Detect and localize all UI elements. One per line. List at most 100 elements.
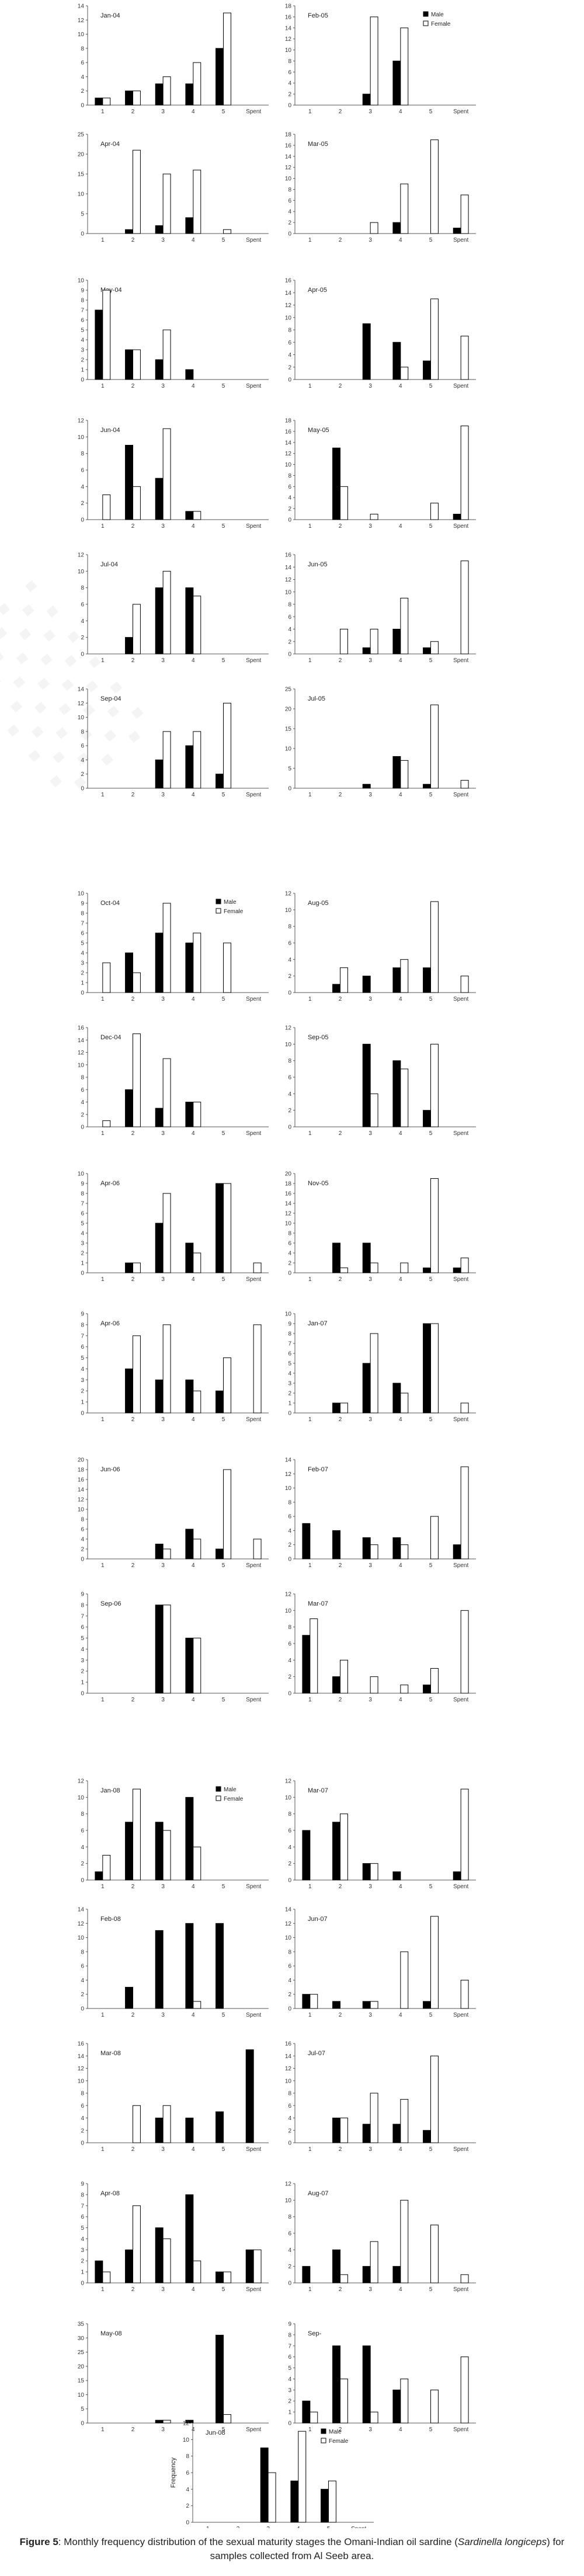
y-tick-label: 6: [288, 1075, 291, 1081]
y-tick-label: 9: [288, 1321, 291, 1328]
y-tick-label: 18: [285, 418, 292, 424]
y-tick-label: 1: [81, 1680, 84, 1686]
bar-male: [215, 774, 224, 789]
x-tick-label: 2: [131, 2286, 135, 2293]
bar-male: [302, 1635, 311, 1694]
y-tick-label: 14: [285, 2053, 292, 2060]
caption-text-post: ) for samples collected from Al Seeb are…: [210, 2536, 565, 2561]
bar-female: [133, 604, 141, 655]
bar-male: [392, 342, 401, 380]
bar-male: [423, 360, 431, 380]
x-tick-label: 5: [222, 2146, 225, 2153]
legend-label-female: Female: [224, 1796, 244, 1802]
bar-female: [430, 1178, 439, 1273]
x-tick-label: 5: [429, 1130, 433, 1137]
x-tick-label: 2: [339, 1884, 342, 1890]
y-tick-label: 6: [81, 1624, 84, 1631]
x-tick-label: 2: [339, 383, 342, 389]
x-tick-label: 3: [369, 996, 372, 1002]
y-tick-label: 18: [78, 1467, 85, 1474]
x-tick-label: 2: [339, 792, 342, 798]
x-tick-label: 5: [222, 237, 225, 243]
x-tick-label: Spent: [453, 383, 468, 389]
y-tick-label: 10: [78, 1507, 85, 1513]
y-tick-label: 10: [285, 1608, 292, 1614]
x-tick-label: 1: [101, 1130, 105, 1137]
bar-female: [430, 1323, 439, 1414]
x-tick-label: 5: [429, 1562, 433, 1569]
y-tick-label: 7: [81, 921, 84, 927]
y-tick-label: 2: [81, 2258, 84, 2265]
bar-female: [133, 972, 141, 993]
y-tick-label: 2: [81, 1388, 84, 1395]
y-tick-label: 6: [186, 2470, 189, 2477]
x-tick-label: 1: [101, 2427, 105, 2433]
bar-male: [332, 2345, 340, 2424]
y-tick-label: 12: [78, 552, 85, 559]
bar-female: [430, 1043, 439, 1127]
x-tick-label: 4: [192, 237, 195, 243]
y-tick-label: 7: [81, 308, 84, 314]
bar-male: [321, 2488, 329, 2523]
x-tick-label: 3: [369, 792, 372, 798]
y-tick-label: 12: [78, 1050, 85, 1056]
bar-female: [400, 1684, 409, 1694]
x-tick-label: 1: [308, 657, 312, 664]
x-tick-label: 1: [308, 523, 312, 530]
y-tick-label: 8: [81, 1811, 84, 1818]
legend-swatch-female: [215, 908, 221, 914]
bar-male: [215, 1390, 224, 1414]
y-tick-label: 4: [81, 757, 84, 764]
bar-male: [453, 1544, 461, 1559]
y-tick-label: 8: [288, 1331, 291, 1338]
x-tick-label: 4: [192, 657, 195, 664]
bar-male: [125, 349, 133, 380]
panel-title: Jul-05: [308, 695, 325, 702]
bar-female: [133, 349, 141, 380]
legend-label-female: Female: [431, 21, 451, 27]
panel-title: Jul-04: [100, 561, 118, 568]
bar-female: [193, 62, 201, 106]
y-tick-label: 6: [81, 1211, 84, 1217]
bar-female: [133, 1788, 141, 1881]
bar-male: [362, 1363, 371, 1414]
bar-male: [392, 1537, 401, 1559]
chart-panel: 0 1 2 3 4 5 6 7 8 9 Sep- 1 2 3 4 5 Spent: [288, 2321, 476, 2433]
x-tick-label: 3: [369, 1416, 372, 1423]
x-tick-label: 2: [339, 523, 342, 530]
x-tick-label: Spent: [246, 2146, 261, 2153]
y-tick-label: 10: [78, 1935, 85, 1941]
y-tick-label: 12: [285, 36, 292, 43]
y-tick-label: 2: [81, 1251, 84, 1257]
x-tick-label: 1: [101, 1276, 105, 1283]
y-tick-label: 12: [78, 18, 85, 24]
y-tick-label: 10: [78, 569, 85, 575]
y-tick-label: 4: [81, 1366, 84, 1373]
bar-female: [162, 2238, 171, 2283]
y-tick-label: 3: [81, 960, 84, 967]
bar-male: [95, 1871, 103, 1881]
bar-female: [400, 959, 409, 993]
y-tick-label: 10: [78, 1062, 85, 1068]
x-tick-label: 5: [429, 1697, 433, 1703]
bar-female: [370, 1676, 378, 1694]
y-tick-label: 9: [81, 1311, 84, 1318]
bar-female: [460, 194, 469, 234]
x-tick-label: 5: [222, 996, 225, 1002]
x-tick-label: Spent: [246, 792, 261, 798]
y-tick-label: 6: [288, 941, 291, 947]
y-tick-label: 10: [285, 1795, 292, 1801]
bar-female: [328, 2480, 336, 2523]
bar-male: [185, 1529, 194, 1559]
bar-female: [102, 290, 111, 380]
bar-female: [193, 731, 201, 789]
y-tick-label: 3: [81, 1377, 84, 1384]
y-tick-label: 3: [81, 347, 84, 354]
x-tick-label: 1: [101, 996, 105, 1002]
y-tick-label: 1: [288, 1401, 291, 1407]
